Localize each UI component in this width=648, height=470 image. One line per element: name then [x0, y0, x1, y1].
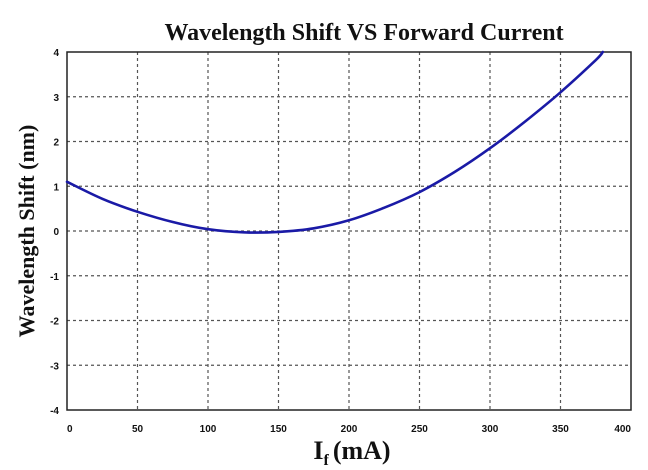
y-axis-label: Wavelength Shift (nm): [14, 125, 39, 338]
x-tick-label: 250: [411, 424, 428, 435]
x-tick-labels: 0 50 100 150 200 250 300 350 400: [67, 424, 631, 435]
x-axis-label: If (mA): [313, 436, 390, 469]
y-tick-label: 0: [53, 227, 59, 238]
y-tick-label: -4: [50, 406, 59, 417]
chart-title: Wavelength Shift VS Forward Current: [164, 20, 563, 46]
y-tick-label: 4: [53, 48, 59, 59]
x-tick-label: 100: [200, 424, 217, 435]
x-tick-label: 300: [482, 424, 499, 435]
x-tick-label: 200: [341, 424, 358, 435]
x-tick-label: 0: [67, 424, 73, 435]
x-axis-label-subscript: f: [324, 452, 330, 469]
x-axis-label-unit: (mA): [333, 436, 391, 465]
y-tick-labels: 4 3 2 1 0 -1 -2 -3 -4: [50, 48, 59, 417]
x-tick-label: 400: [614, 424, 631, 435]
y-tick-label: -1: [50, 272, 59, 283]
x-tick-label: 50: [132, 424, 144, 435]
y-tick-label: 3: [53, 93, 59, 104]
x-axis-label-main: I: [313, 436, 323, 465]
grid: [67, 52, 631, 410]
y-tick-label: 2: [53, 138, 59, 149]
y-tick-label: 1: [53, 182, 59, 193]
y-tick-label: -2: [50, 317, 59, 328]
x-tick-label: 150: [270, 424, 287, 435]
x-tick-label: 350: [552, 424, 569, 435]
y-tick-label: -3: [50, 361, 59, 372]
series-line: [65, 50, 605, 234]
plot-frame: [66, 51, 632, 411]
